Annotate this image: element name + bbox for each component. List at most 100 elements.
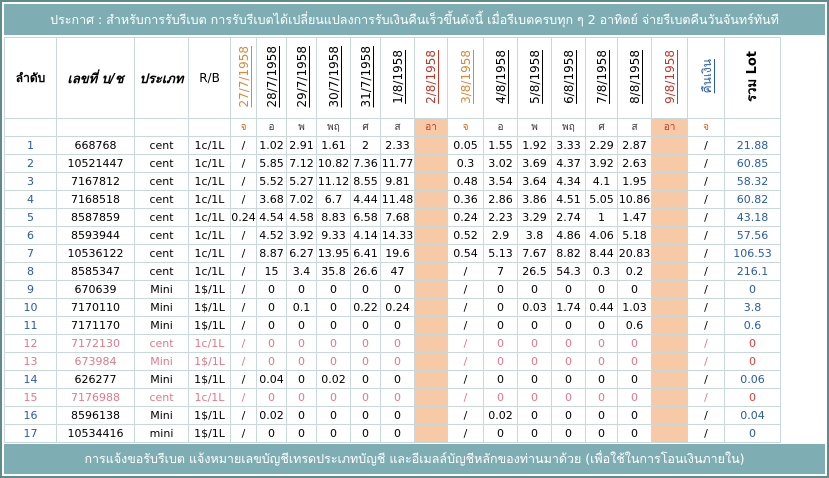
weekday-label: อ: [483, 118, 518, 137]
day-value: 0: [380, 316, 415, 335]
day-value: 10.82: [316, 154, 351, 173]
day-value: 0: [585, 334, 618, 353]
refund-mark: /: [687, 316, 725, 335]
account-number: 7171170: [56, 316, 135, 335]
day-value: 0: [350, 370, 381, 389]
day-value: 3.8: [517, 226, 552, 245]
table-row[interactable]: 15 7176988 cent 1c/1L/0 0 0 0 0/0 0 0 0 0/0: [4, 388, 781, 407]
holiday-cell: [651, 424, 688, 443]
day-value: 4.51: [551, 190, 586, 209]
header-row: ลำดับ เลขที่ บ/ช ประเภท R/B 27/7/1958 28/…: [4, 37, 781, 119]
refund-mark: /: [687, 406, 725, 425]
holiday-cell: [651, 406, 688, 425]
col-date-header: 2/8/1958: [414, 37, 448, 119]
holiday-cell: [651, 136, 688, 155]
account-type: cent: [134, 388, 189, 407]
total-lot: 60.85: [724, 154, 781, 173]
table-row[interactable]: 3 7167812 cent 1c/1L/5.52 5.27 11.12 8.55 9.81 0…: [4, 172, 781, 191]
table-row[interactable]: 5 8587859 cent 1c/1L 0.24 4.54 4.58 8.83 6.58 7.6…: [4, 208, 781, 227]
account-number: 8585347: [56, 262, 135, 281]
col-date-header: 27/7/1958: [230, 37, 257, 119]
weekday-label: ส: [380, 118, 415, 137]
table-row[interactable]: 1 668768 cent 1c/1L/1.02 2.91 1.61 2 2.33 0.05 1.…: [4, 136, 781, 155]
day-value: 0: [256, 316, 287, 335]
day-value: 0: [286, 388, 317, 407]
day-value: 2.63: [617, 154, 652, 173]
day-value: /: [447, 370, 484, 389]
col-date-header: 30/7/1958: [316, 37, 351, 119]
day-value: 4.06: [585, 226, 618, 245]
day-value: 4.14: [350, 226, 381, 245]
refund-mark: /: [687, 388, 725, 407]
day-value: 0: [286, 352, 317, 371]
holiday-cell: [414, 262, 448, 281]
day-value: /: [447, 388, 484, 407]
day-value: 7.36: [350, 154, 381, 173]
day-value: 0.52: [447, 226, 484, 245]
day-value: 0: [256, 334, 287, 353]
day-value: /: [230, 424, 257, 443]
day-value: 0: [483, 280, 518, 299]
rebate-rate: 1c/1L: [188, 154, 231, 173]
day-value: 0.48: [447, 172, 484, 191]
table-row[interactable]: 8 8585347 cent 1c/1L/15 3.4 35.8 26.6 47/7 26.5 5…: [4, 262, 781, 281]
refund-mark: /: [687, 334, 725, 353]
day-value: 5.13: [483, 244, 518, 263]
day-value: 3.92: [585, 154, 618, 173]
day-value: 0: [517, 388, 552, 407]
holiday-cell: [414, 190, 448, 209]
table-row[interactable]: 11 7171170 Mini 1$/1L/0 0 0 0 0/0 0 0 0 0.6/0.6: [4, 316, 781, 335]
refund-mark: /: [687, 424, 725, 443]
total-lot: 106.53: [724, 244, 781, 263]
rebate-rate: 1$/1L: [188, 406, 231, 425]
table-row[interactable]: 16 8596138 Mini 1$/1L/0.02 0 0 0 0/0.02 0 0 0 0/0.0…: [4, 406, 781, 425]
row-index: 17: [4, 424, 57, 443]
day-value: /: [230, 136, 257, 155]
day-value: /: [230, 298, 257, 317]
table-row[interactable]: 12 7172130 cent 1c/1L/0 0 0 0 0/0 0 0 0 0/0: [4, 334, 781, 353]
weekday-label: พ: [286, 118, 317, 137]
total-lot: 0: [724, 388, 781, 407]
day-value: 0: [350, 316, 381, 335]
account-number: 7168518: [56, 190, 135, 209]
day-value: 0: [585, 388, 618, 407]
day-value: 0: [380, 370, 415, 389]
row-index: 6: [4, 226, 57, 245]
day-value: 0: [585, 280, 618, 299]
day-value: /: [447, 406, 484, 425]
row-index: 15: [4, 388, 57, 407]
day-value: 2.86: [483, 190, 518, 209]
refund-mark: /: [687, 262, 725, 281]
account-number: 626277: [56, 370, 135, 389]
table-row[interactable]: 13 673984 Mini 1$/1L/0 0 0 0 0/0 0 0 0 0/0: [4, 352, 781, 371]
total-lot: 60.82: [724, 190, 781, 209]
rebate-table: ลำดับ เลขที่ บ/ช ประเภท R/B 27/7/1958 28/…: [4, 37, 781, 443]
refund-mark: /: [687, 244, 725, 263]
day-value: /: [447, 334, 484, 353]
table-row[interactable]: 9 670639 Mini 1$/1L/0 0 0 0 0/0 0 0 0 0/0: [4, 280, 781, 299]
table-row[interactable]: 10 7170110 Mini 1$/1L/0 0.1 0 0.22 0.24/0 0.03 1.…: [4, 298, 781, 317]
account-number: 673984: [56, 352, 135, 371]
total-lot: 0.06: [724, 370, 781, 389]
day-value: 0: [517, 316, 552, 335]
table-row[interactable]: 7 10536122 cent 1c/1L/8.87 6.27 13.95 6.41 19.6…: [4, 244, 781, 263]
table-row[interactable]: 14 626277 Mini 1$/1L/0.04 0 0.02 0 0/0 0 0 0 0/0.06: [4, 370, 781, 389]
day-value: 0: [585, 316, 618, 335]
table-row[interactable]: 4 7168518 cent 1c/1L/3.68 7.02 6.7 4.44 11.48 0.…: [4, 190, 781, 209]
account-type: cent: [134, 136, 189, 155]
rebate-rate: 1$/1L: [188, 316, 231, 335]
day-value: 0: [256, 280, 287, 299]
table-row[interactable]: 6 8593944 cent 1c/1L/4.52 3.92 9.33 4.14 14.33 0…: [4, 226, 781, 245]
account-type: Mini: [134, 352, 189, 371]
day-value: 0: [350, 280, 381, 299]
rebate-rate: 1$/1L: [188, 352, 231, 371]
day-value: 8.87: [256, 244, 287, 263]
day-value: 0: [316, 352, 351, 371]
table-row[interactable]: 17 10534416 mini 1$/1L/0 0 0 0 0/0 0 0 0 0/0: [4, 424, 781, 443]
day-value: 1.95: [617, 172, 652, 191]
announcement-banner: ประกาศ : สำหรับการรับรีเบต การรับรีเบตได…: [4, 4, 825, 35]
day-value: 0: [286, 406, 317, 425]
table-row[interactable]: 2 10521447 cent 1c/1L/5.85 7.12 10.82 7.36 11.7…: [4, 154, 781, 173]
day-value: 5.85: [256, 154, 287, 173]
day-value: 0: [617, 388, 652, 407]
